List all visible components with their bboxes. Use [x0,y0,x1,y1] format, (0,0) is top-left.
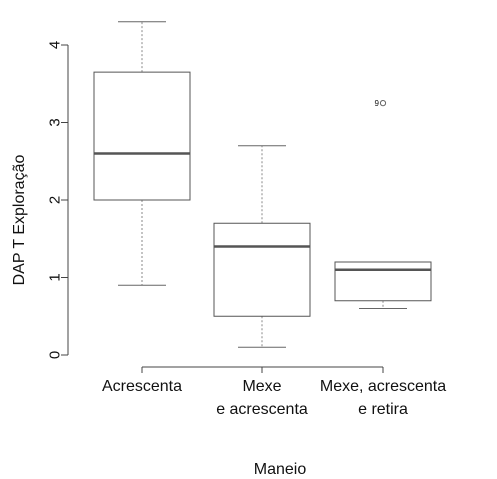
y-tick-label: 4 [46,41,63,49]
box-mexe_acrescenta_e_retira: 9 [334,99,432,309]
x-tick-label: e acrescenta [216,401,308,418]
axes-layer: 0 1 2 3 4 Acrescenta Mexe e acrescenta Mexe, acr… [46,41,446,418]
x-tick-label: Mexe [242,378,281,395]
iqr-box [213,222,311,317]
outlier-label: 9 [375,99,380,108]
x-tick-label: Mexe, acrescenta [320,378,446,395]
outlier-point [379,100,387,107]
y-axis-title: DAP T Exploração [11,155,28,286]
box-acrescenta [93,21,191,286]
y-tick-label: 1 [46,273,63,281]
iqr-box [93,71,191,201]
plot-area: 9 [93,21,432,348]
x-tick-label: Acrescenta [102,378,182,395]
y-tick-label: 2 [46,196,63,204]
iqr-box [334,261,432,302]
x-axis-title: Manejo [254,461,307,474]
x-tick-label: e retira [358,401,408,418]
box-mexe_e_acrescenta [213,145,311,348]
y-tick-label: 3 [46,118,63,126]
y-tick-label: 0 [46,351,63,359]
